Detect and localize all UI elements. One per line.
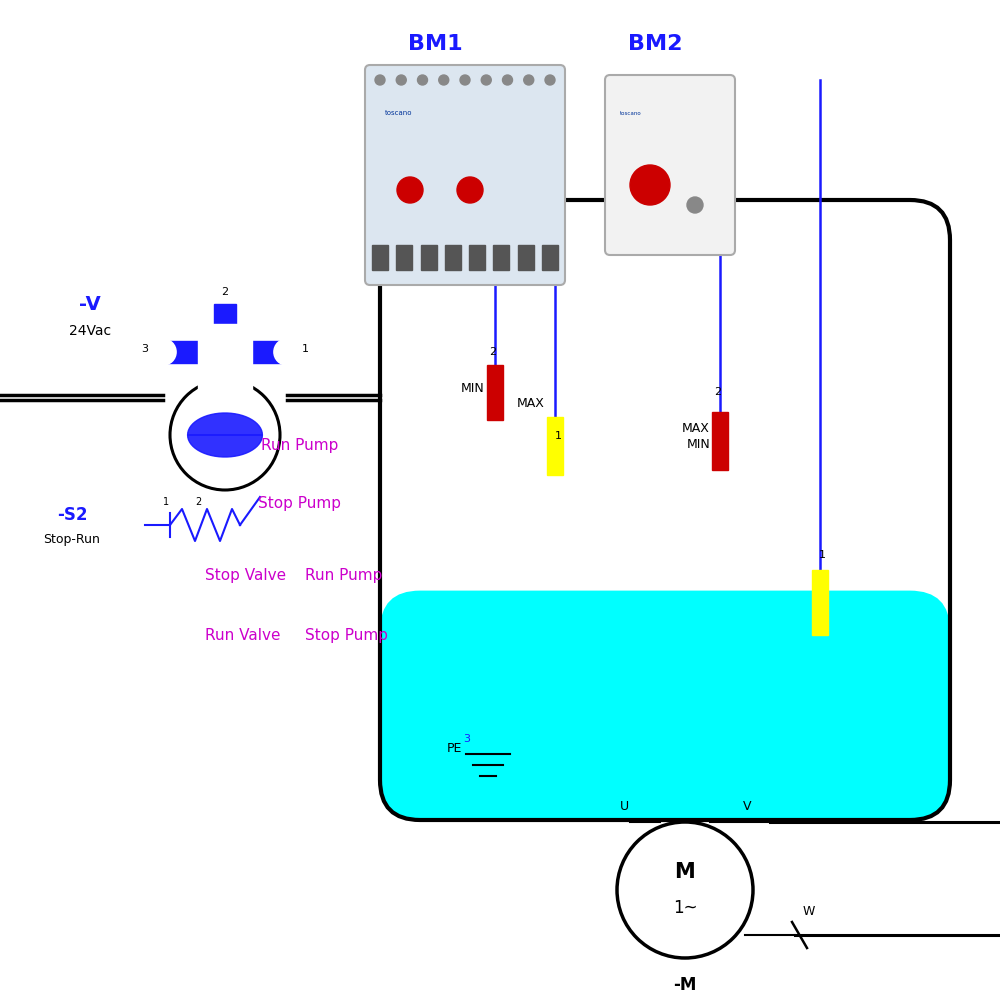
Text: MIN: MIN [461, 382, 485, 395]
Text: toscano: toscano [620, 111, 642, 116]
Circle shape [545, 75, 555, 85]
Circle shape [481, 75, 491, 85]
Bar [167, 341, 283, 363]
Circle shape [439, 75, 449, 85]
Text: -V: -V [79, 295, 101, 314]
Text: BM1: BM1 [408, 34, 462, 54]
Text: Run Pump: Run Pump [305, 568, 382, 583]
Text: 3: 3 [142, 344, 149, 354]
Text: U: U [620, 800, 629, 813]
Bar [542, 245, 558, 270]
Bar [198, 324, 252, 392]
Text: Run Valve: Run Valve [205, 628, 280, 643]
Text: MAX: MAX [517, 397, 545, 410]
Polygon shape [188, 413, 262, 435]
Bar [487, 365, 503, 420]
FancyBboxPatch shape [380, 591, 950, 820]
Circle shape [418, 75, 428, 85]
Circle shape [375, 75, 385, 85]
Bar [812, 570, 828, 635]
Text: V: V [743, 800, 752, 813]
Text: -M: -M [673, 976, 697, 994]
Text: 2: 2 [195, 497, 201, 507]
Circle shape [170, 380, 280, 490]
Text: W: W [803, 905, 815, 918]
Text: 2: 2 [489, 347, 497, 357]
Text: MAX: MAX [682, 422, 710, 435]
Circle shape [150, 339, 176, 365]
Circle shape [503, 75, 512, 85]
Circle shape [630, 165, 670, 205]
Bar [214, 304, 236, 352]
Bar [518, 245, 534, 270]
Bar [421, 245, 437, 270]
Text: Stop Pump: Stop Pump [258, 496, 342, 511]
Text: 1: 1 [163, 497, 169, 507]
Bar [445, 245, 461, 270]
FancyBboxPatch shape [605, 75, 735, 255]
Text: 1: 1 [818, 550, 826, 560]
Text: 3: 3 [464, 734, 471, 744]
Text: 1: 1 [554, 431, 562, 441]
Text: 2: 2 [221, 287, 229, 297]
Bar [547, 417, 563, 475]
Text: 1: 1 [302, 344, 308, 354]
Bar [372, 245, 388, 270]
Bar [493, 245, 509, 270]
Circle shape [396, 75, 406, 85]
Text: Stop Pump: Stop Pump [305, 628, 388, 643]
Circle shape [274, 339, 300, 365]
Circle shape [460, 75, 470, 85]
Text: BM2: BM2 [628, 34, 682, 54]
Text: toscano: toscano [385, 110, 413, 116]
Polygon shape [188, 435, 262, 457]
Text: Stop Valve: Stop Valve [205, 568, 286, 583]
Circle shape [687, 197, 703, 213]
Circle shape [524, 75, 534, 85]
FancyBboxPatch shape [365, 65, 565, 285]
Bar [396, 245, 412, 270]
Text: -S2: -S2 [57, 506, 87, 524]
Text: PE: PE [447, 742, 462, 755]
Text: Stop-Run: Stop-Run [44, 533, 100, 546]
Circle shape [617, 822, 753, 958]
Text: MIN: MIN [686, 438, 710, 451]
Bar [712, 412, 728, 470]
Circle shape [457, 177, 483, 203]
Text: M: M [675, 862, 695, 882]
Text: Run Pump: Run Pump [261, 438, 339, 453]
Text: 1~: 1~ [673, 899, 697, 917]
Circle shape [397, 177, 423, 203]
Text: 2: 2 [714, 387, 722, 397]
Bar [469, 245, 485, 270]
Text: 24Vac: 24Vac [69, 324, 111, 338]
